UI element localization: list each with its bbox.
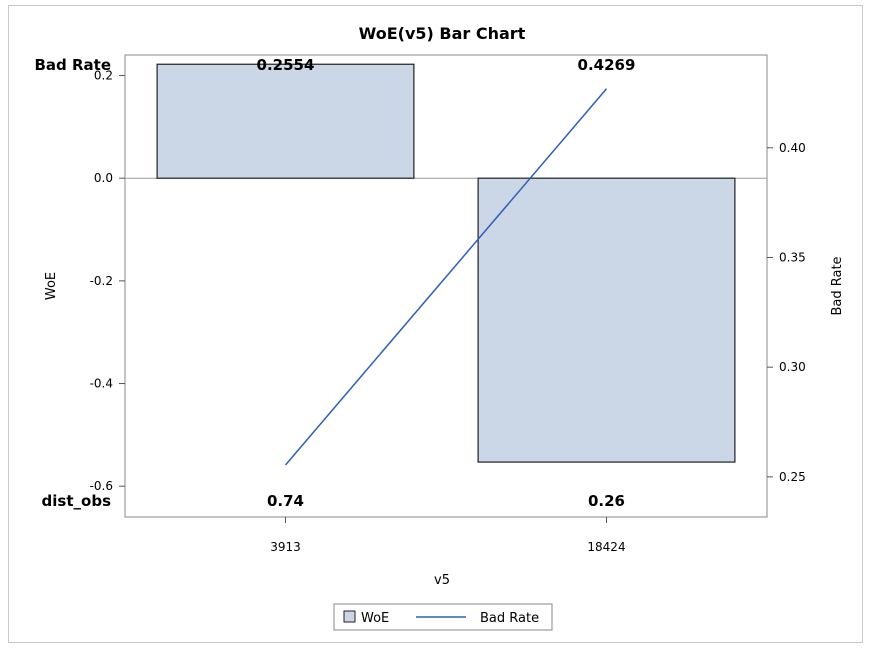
legend: WoE Bad Rate: [333, 603, 553, 631]
legend-box: [333, 603, 553, 631]
y2-tick-label: 0.35: [779, 250, 806, 264]
y-tick-label: -0.6: [90, 479, 113, 493]
dist-obs-value: 0.26: [588, 492, 625, 510]
y2-axis-label: Bad Rate: [830, 256, 845, 315]
legend-bad-rate-label: Bad Rate: [480, 611, 539, 626]
y2-tick-label: 0.25: [779, 470, 806, 484]
x-tick-label: 18424: [587, 540, 625, 554]
bottom-row-values: 0.74 0.26: [267, 492, 625, 510]
y-tick-label: 0.0: [94, 171, 113, 185]
y-tick-label: 0.2: [94, 69, 113, 83]
y-axis-left: 0.2 0.0 -0.2 -0.4 -0.6: [90, 69, 125, 493]
bad-rate-value: 0.4269: [578, 56, 636, 74]
top-row-label: Bad Rate: [34, 56, 111, 74]
y-tick-label: -0.2: [90, 274, 113, 288]
y-axis-label: WoE: [44, 272, 59, 300]
dist-obs-value: 0.74: [267, 492, 304, 510]
plot-area: [124, 54, 768, 518]
bottom-row-label: dist_obs: [42, 492, 112, 510]
legend-woe-swatch: [343, 610, 356, 623]
x-tick-label: 3913: [270, 540, 301, 554]
woe-bar-18424: [477, 177, 736, 463]
bars-group: [156, 63, 736, 463]
y2-tick-label: 0.40: [779, 141, 806, 155]
y-tick-label: -0.4: [90, 377, 113, 391]
line-group: [284, 88, 608, 466]
woe-bar-3913: [156, 63, 415, 179]
chart-title: WoE(v5) Bar Chart: [359, 24, 526, 43]
legend-woe-label: WoE: [361, 611, 389, 626]
chart-frame: WoE(v5) Bar Chart 0.2 0.0 -0.2 -0.4 -0.6 0.4…: [8, 5, 863, 643]
x-axis: 3913 18424: [270, 517, 626, 554]
y-axis-right: 0.40 0.35 0.30 0.25: [767, 141, 806, 484]
woe-bar-chart: WoE(v5) Bar Chart 0.2 0.0 -0.2 -0.4 -0.6 0.4…: [34, 24, 845, 631]
top-row-values: 0.2554 0.4269: [257, 56, 636, 74]
x-axis-label: v5: [434, 573, 450, 588]
y2-tick-label: 0.30: [779, 360, 806, 374]
bad-rate-value: 0.2554: [257, 56, 315, 74]
bad-rate-line: [284, 88, 608, 466]
